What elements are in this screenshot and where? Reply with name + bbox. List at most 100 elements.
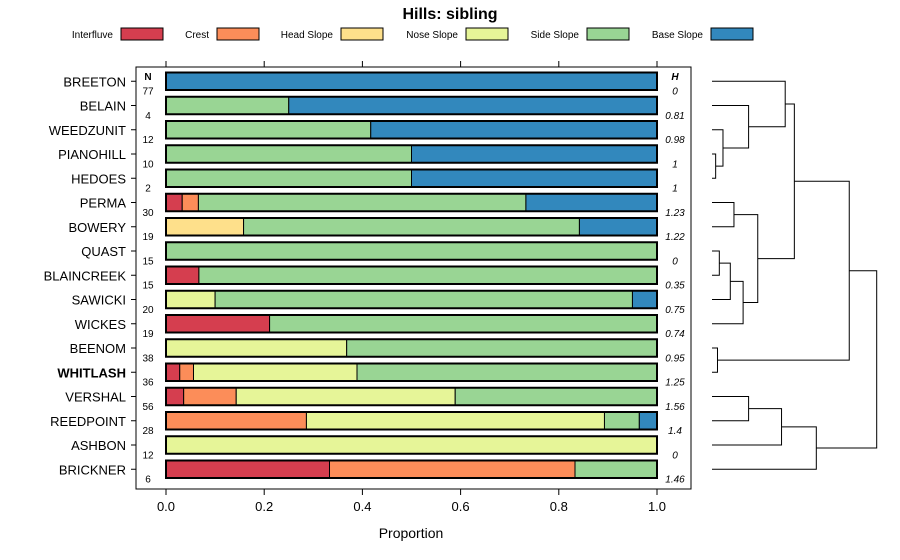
n-count-16: 6: [145, 475, 151, 486]
y-label-16: BRICKNER: [59, 462, 126, 477]
dendrogram-link-10: [712, 347, 718, 373]
h-value-2: 0.98: [665, 135, 685, 146]
y-label-14: REEDPOINT: [50, 414, 126, 429]
bar-segment-9-5: [631, 290, 658, 309]
h-value-4: 1: [672, 184, 678, 195]
y-label-11: BEENOM: [70, 341, 126, 356]
x-tick-label-3: 0.6: [452, 499, 470, 514]
bar-segment-13-1: [183, 387, 237, 406]
bar-segment-5-4: [197, 193, 527, 212]
dendrogram-link-2: [712, 105, 750, 149]
legend-label-2: Head Slope: [281, 30, 334, 41]
y-label-10: WICKES: [75, 317, 127, 332]
chart-title: Hills: sibling: [402, 6, 497, 23]
bar-segment-10-0: [165, 314, 271, 333]
n-count-10: 19: [142, 329, 154, 340]
dendrogram-link-6: [712, 262, 731, 300]
bar-segment-2-4: [165, 120, 372, 139]
legend-swatch-3: [465, 27, 509, 41]
n-count-6: 19: [142, 232, 154, 243]
bar-segment-16-1: [329, 460, 576, 479]
bar-segment-14-4: [603, 411, 640, 430]
bar-segment-1-5: [288, 96, 658, 115]
legend-swatch-1: [216, 27, 260, 41]
bar-outline-1: [165, 95, 658, 116]
bar-segment-0-5: [165, 72, 658, 91]
bar-segment-12-4: [356, 363, 658, 382]
bar-outline-9: [165, 289, 658, 310]
x-axis-title: Proportion: [379, 525, 444, 541]
x-tick-label-4: 0.8: [550, 499, 568, 514]
dendrogram-link-15: [816, 270, 878, 449]
y-label-9: SAWICKI: [72, 293, 126, 308]
legend-swatch-0: [120, 27, 164, 41]
n-column-header: N: [144, 72, 151, 83]
y-label-6: BOWERY: [68, 220, 126, 235]
bar-segment-8-4: [198, 266, 658, 285]
n-count-0: 77: [142, 87, 154, 98]
x-tick-label-1: 0.2: [255, 499, 273, 514]
bar-segment-15-3: [165, 435, 658, 455]
bar-segment-12-0: [165, 363, 181, 382]
bar-segment-8-0: [165, 266, 200, 285]
y-label-7: QUAST: [81, 244, 126, 259]
n-count-2: 12: [142, 135, 154, 146]
bar-segment-3-4: [165, 144, 412, 164]
bar-segment-12-3: [192, 363, 358, 382]
bar-segment-6-2: [165, 217, 245, 236]
bar-segment-6-5: [578, 217, 658, 236]
n-count-7: 15: [142, 256, 154, 267]
dendrogram-link-13: [712, 408, 783, 446]
bar-segment-7-4: [165, 241, 658, 261]
dendrogram-link-14: [712, 426, 817, 470]
x-tick-label-0: 0.0: [157, 499, 175, 514]
n-count-9: 20: [142, 305, 154, 316]
y-label-8: BLAINCREEK: [44, 268, 127, 283]
h-value-5: 1.23: [665, 208, 685, 219]
h-value-13: 1.56: [665, 402, 685, 413]
bar-outline-4: [165, 168, 658, 188]
y-label-1: BELAIN: [80, 99, 126, 114]
panel-frame: [135, 66, 692, 490]
h-value-14: 1.4: [668, 426, 682, 437]
h-value-12: 1.25: [665, 378, 685, 389]
dendrogram-link-0: [712, 153, 717, 179]
bar-outline-16: [165, 459, 658, 479]
h-value-16: 1.46: [665, 475, 685, 486]
bar-outline-10: [165, 314, 658, 334]
legend-swatch-2: [340, 27, 384, 41]
bar-segment-10-4: [269, 314, 658, 333]
bar-outline-0: [165, 71, 658, 91]
h-value-6: 1.22: [665, 232, 685, 243]
h-value-7: 0: [672, 256, 678, 267]
y-label-2: WEEDZUNIT: [49, 123, 126, 138]
n-count-14: 28: [142, 426, 154, 437]
bar-segment-1-4: [165, 96, 290, 115]
bar-outline-8: [165, 265, 658, 285]
n-count-13: 56: [142, 402, 154, 413]
dendrogram-link-4: [712, 202, 735, 228]
n-count-4: 2: [145, 184, 151, 195]
bar-outline-7: [165, 241, 658, 261]
bar-segment-5-1: [181, 193, 199, 212]
bar-segment-13-4: [454, 387, 658, 406]
bar-segment-5-5: [525, 193, 658, 212]
bar-outline-11: [165, 338, 658, 358]
bar-outline-6: [165, 217, 658, 237]
y-label-4: HEDOES: [71, 171, 126, 186]
bar-segment-4-4: [165, 169, 412, 188]
x-tick-label-5: 1.0: [648, 499, 666, 514]
n-count-12: 36: [142, 378, 154, 389]
y-label-3: PIANOHILL: [58, 147, 126, 162]
bar-segment-13-0: [165, 387, 185, 406]
h-value-11: 0.95: [665, 353, 685, 364]
y-label-5: PERMA: [80, 196, 127, 211]
legend-swatch-5: [710, 27, 754, 41]
h-column-header: H: [671, 72, 679, 83]
n-count-11: 38: [142, 353, 154, 364]
bar-segment-5-0: [165, 193, 183, 212]
y-label-15: ASHBON: [71, 438, 126, 453]
bar-segment-14-3: [305, 411, 605, 430]
h-value-10: 0.74: [665, 329, 685, 340]
bar-segment-6-4: [243, 217, 580, 236]
